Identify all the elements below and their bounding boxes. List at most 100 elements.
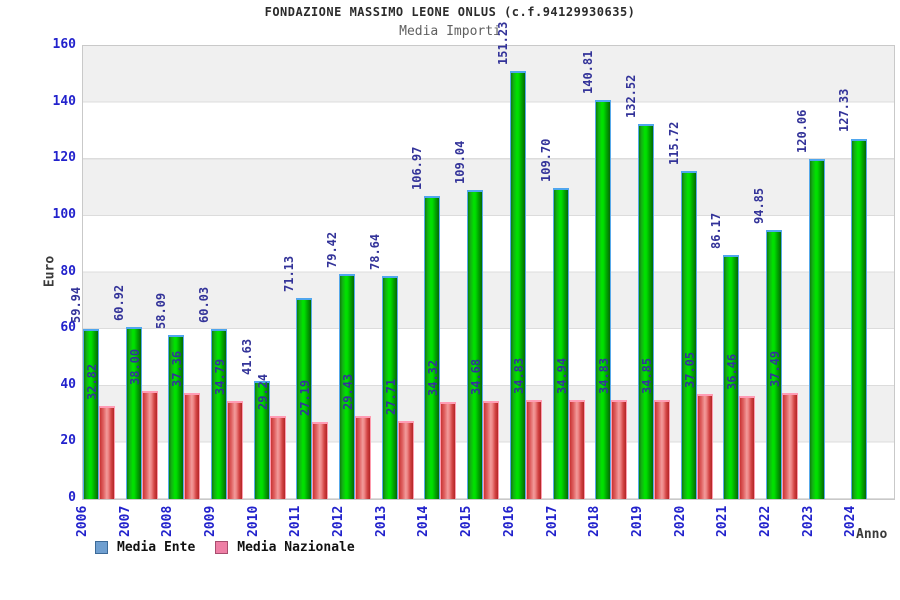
value-label-media-ente-2022: 94.85	[751, 188, 766, 225]
value-label-media-nazionale-2015: 34.68	[469, 358, 484, 395]
value-label-media-ente-2019: 132.52	[623, 74, 638, 118]
bar-media-ente-2006	[83, 329, 99, 499]
bar-media-ente-2010	[253, 381, 270, 499]
x-category-2012: 2012	[331, 505, 347, 537]
x-category-2008: 2008	[160, 505, 176, 537]
x-category-2011: 2011	[288, 505, 304, 537]
bar-media-ente-2018	[595, 100, 612, 499]
value-label-media-nazionale-2021: 36.46	[725, 353, 740, 390]
value-label-media-nazionale-2012: 29.43	[341, 373, 356, 410]
bar-media-nazionale-2013	[397, 420, 414, 499]
bar-media-nazionale-2022	[781, 392, 798, 499]
x-category-2016: 2016	[501, 505, 517, 537]
bar-media-ente-2015	[467, 190, 484, 499]
value-label-media-nazionale-2019: 34.85	[639, 358, 654, 395]
chart-title: FONDAZIONE MASSIMO LEONE ONLUS (c.f.9412…	[264, 5, 636, 19]
y-tick-140: 140	[52, 93, 76, 109]
bar-media-nazionale-2006	[99, 406, 115, 499]
value-label-media-ente-2014: 106.97	[410, 146, 425, 191]
bar-media-ente-2022	[765, 230, 782, 499]
chart-subtitle: Media Importi	[399, 24, 501, 39]
bar-media-nazionale-2009	[227, 400, 244, 499]
bar-media-ente-2014	[424, 196, 441, 499]
value-label-media-nazionale-2017: 34.94	[554, 357, 569, 395]
legend-item-media-ente: Media Ente	[95, 540, 195, 555]
y-tick-20: 20	[60, 433, 76, 449]
x-category-2009: 2009	[203, 505, 219, 537]
value-label-media-nazionale-2008: 37.36	[170, 351, 185, 388]
bar-media-nazionale-2019	[653, 400, 670, 499]
x-category-2015: 2015	[459, 505, 475, 537]
value-label-media-ente-2021: 86.17	[709, 212, 724, 250]
bar-media-ente-2024	[851, 138, 868, 499]
value-label-media-ente-2017: 109.70	[538, 139, 553, 183]
value-label-media-ente-2016: 151.23	[495, 21, 510, 65]
x-category-2024: 2024	[843, 505, 859, 537]
value-label-media-ente-2012: 79.42	[325, 232, 340, 269]
bar-media-ente-2012	[339, 274, 356, 499]
bar-media-nazionale-2018	[611, 400, 628, 499]
legend-label-media-ente: Media Ente	[117, 540, 196, 555]
bar-media-ente-2016	[509, 70, 526, 499]
bar-media-nazionale-2011	[312, 422, 329, 499]
x-category-2014: 2014	[416, 505, 432, 537]
x-category-2020: 2020	[672, 505, 688, 537]
x-category-2023: 2023	[800, 505, 816, 537]
x-category-2019: 2019	[629, 505, 645, 537]
y-tick-80: 80	[60, 263, 76, 279]
value-label-media-nazionale-2013: 27.71	[383, 378, 398, 415]
y-tick-120: 120	[52, 150, 76, 166]
plot-area	[82, 45, 895, 500]
value-label-media-nazionale-2011: 27.19	[298, 379, 313, 417]
x-category-2010: 2010	[245, 505, 261, 537]
value-label-media-ente-2009: 60.03	[197, 286, 212, 324]
bar-media-ente-2009	[211, 329, 228, 499]
bar-media-nazionale-2021	[739, 395, 756, 499]
value-label-media-nazionale-2022: 37.49	[767, 350, 782, 387]
legend-swatch-media-nazionale-icon	[215, 541, 229, 554]
bar-media-ente-2007	[125, 326, 142, 499]
bar-media-ente-2019	[637, 123, 654, 499]
value-label-media-ente-2008: 58.09	[154, 292, 169, 329]
value-label-media-nazionale-2010: 29.24	[255, 374, 270, 411]
bar-media-ente-2021	[723, 255, 740, 499]
value-label-media-ente-2018: 140.81	[581, 50, 596, 95]
legend-swatch-media-ente-icon	[95, 541, 108, 554]
bar-media-nazionale-2014	[440, 401, 457, 499]
legend-item-media-nazionale: Media Nazionale	[215, 540, 355, 555]
x-category-2007: 2007	[117, 505, 133, 537]
value-label-media-ente-2015: 109.04	[453, 140, 468, 185]
legend: Media Ente Media Nazionale	[95, 540, 355, 555]
x-category-2018: 2018	[587, 505, 603, 537]
x-category-2021: 2021	[715, 505, 731, 537]
value-label-media-nazionale-2006: 32.82	[85, 363, 99, 401]
y-tick-160: 160	[52, 37, 76, 52]
value-label-media-ente-2007: 60.92	[111, 284, 126, 321]
value-label-media-nazionale-2016: 34.83	[511, 358, 526, 395]
bar-media-ente-2013	[381, 276, 398, 499]
bar-media-nazionale-2007	[141, 391, 158, 499]
y-tick-0: 0	[68, 490, 76, 505]
bar-media-nazionale-2010	[269, 416, 286, 499]
value-label-media-ente-2013: 78.64	[367, 234, 382, 271]
x-axis-title: Anno	[856, 527, 888, 542]
x-category-2006: 2006	[75, 505, 90, 537]
bar-media-nazionale-2016	[525, 400, 542, 499]
value-label-media-ente-2011: 71.13	[282, 255, 297, 292]
value-label-media-ente-2024: 127.33	[837, 89, 852, 133]
legend-label-media-nazionale: Media Nazionale	[237, 540, 355, 555]
value-label-media-nazionale-2020: 37.05	[682, 351, 697, 389]
value-label-media-ente-2023: 120.06	[794, 109, 809, 154]
y-tick-60: 60	[60, 320, 76, 336]
value-label-media-nazionale-2007: 38.00	[127, 349, 142, 386]
value-label-media-nazionale-2018: 34.83	[597, 358, 612, 395]
bar-media-ente-2008	[168, 334, 185, 499]
bar-media-ente-2011	[296, 297, 313, 499]
bar-media-nazionale-2017	[568, 400, 585, 499]
x-category-2013: 2013	[373, 505, 389, 537]
bar-media-nazionale-2008	[184, 393, 201, 499]
x-category-2022: 2022	[757, 505, 773, 537]
value-label-media-ente-2010: 41.63	[239, 339, 254, 376]
y-tick-100: 100	[52, 206, 76, 222]
